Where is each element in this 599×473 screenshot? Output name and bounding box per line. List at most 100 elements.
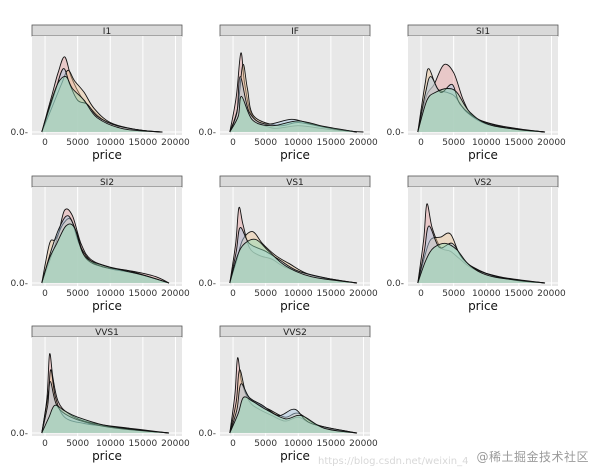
y-tick-label: 0.0- [198, 429, 216, 439]
density-line [229, 63, 358, 133]
y-tick-label: 0.0- [10, 128, 28, 138]
density-area [41, 223, 169, 283]
facet-strip-label: VS2 [474, 178, 492, 188]
density-area [229, 383, 357, 433]
density-area [229, 369, 357, 433]
facet-panel-vvs1: VVS1 0.0- 0 5000 10000 15000 20000 price [10, 325, 190, 463]
density-area [417, 68, 545, 132]
x-tick-label: 20000 [349, 439, 378, 449]
x-tick-label: 20000 [349, 138, 378, 148]
plot-background [408, 187, 558, 286]
x-tick-label: 20000 [161, 289, 190, 299]
facet-panel-i1: I1 0.0- 0 5000 10000 15000 20000 price [10, 24, 190, 162]
density-area [41, 218, 169, 283]
x-axis-label: price [92, 299, 122, 313]
x-axis-label: price [280, 449, 310, 463]
density-line [41, 353, 170, 434]
density-area [41, 215, 169, 283]
y-tick-label: 0.0- [386, 279, 404, 289]
y-tick-label: 0.0- [10, 429, 28, 439]
density-line [229, 396, 358, 434]
density-area [41, 76, 163, 132]
facet-panel-si2: SI2 0.0- 0 5000 10000 15000 20000 price [10, 175, 190, 313]
density-line [41, 218, 170, 284]
x-tick-label: 0 [230, 138, 236, 148]
x-tick-label: 0 [230, 289, 236, 299]
x-tick-label: 0 [42, 138, 48, 148]
y-tick-label: 0.0- [10, 279, 28, 289]
density-line [417, 76, 546, 133]
density-area [41, 353, 169, 433]
facet-panel-si1: SI1 0.0- 0 5000 10000 15000 20000 price [386, 24, 566, 162]
x-tick-label: 5000 [66, 289, 89, 299]
density-line [417, 203, 546, 284]
x-axis-label: price [92, 148, 122, 162]
facet-strip-label: SI1 [476, 27, 490, 37]
density-area [41, 381, 169, 433]
facet-strip-label: VS1 [286, 178, 304, 188]
density-area [417, 203, 545, 283]
y-tick-label: 0.0- [386, 128, 404, 138]
density-line [41, 75, 163, 133]
density-area [41, 68, 163, 132]
x-tick-label: 10000 [284, 138, 313, 148]
density-area [41, 70, 163, 132]
density-area [41, 369, 169, 433]
density-area [229, 207, 357, 283]
density-area [41, 405, 169, 433]
x-tick-label: 10000 [472, 289, 501, 299]
x-tick-label: 20000 [537, 289, 566, 299]
density-area [229, 396, 357, 433]
density-line [41, 68, 163, 133]
density-line [229, 227, 358, 284]
density-area [417, 76, 545, 132]
x-axis-label: price [468, 148, 498, 162]
x-axis-label: price [280, 299, 310, 313]
density-line [41, 208, 170, 284]
density-area [229, 357, 357, 433]
x-tick-label: 0 [42, 289, 48, 299]
density-line [417, 225, 546, 284]
facet-panel-vvs2: VVS2 0.0- 0 5000 10000 15000 20000 price [198, 325, 378, 463]
watermark: @稀土掘金技术社区 [476, 450, 589, 464]
facet-panel-vs2: VS2 0.0- 0 5000 10000 15000 20000 price [386, 175, 566, 313]
density-area [229, 227, 357, 283]
plot-background [32, 337, 182, 436]
facet-strip-label: VVS2 [283, 328, 307, 338]
x-tick-label: 5000 [254, 289, 277, 299]
x-tick-label: 15000 [317, 138, 346, 148]
density-line [229, 383, 358, 434]
watermark-url: https://blog.csdn.net/weixin_4 [318, 456, 469, 467]
x-tick-label: 5000 [442, 138, 465, 148]
density-area [417, 88, 545, 132]
density-line [41, 404, 170, 434]
plot-background [220, 337, 370, 436]
density-area [229, 52, 364, 132]
density-line [41, 223, 170, 284]
x-tick-label: 15000 [505, 138, 534, 148]
x-axis-label: price [468, 299, 498, 313]
density-line [417, 88, 546, 133]
x-tick-label: 15000 [505, 289, 534, 299]
x-tick-label: 15000 [129, 439, 158, 449]
x-tick-label: 15000 [129, 138, 158, 148]
x-tick-label: 20000 [161, 138, 190, 148]
x-tick-label: 15000 [129, 289, 158, 299]
x-tick-label: 20000 [349, 289, 378, 299]
x-axis-label: price [280, 148, 310, 162]
density-line [417, 63, 546, 133]
density-line [229, 76, 358, 133]
x-tick-label: 10000 [472, 138, 501, 148]
density-line [229, 95, 358, 133]
density-line [41, 381, 170, 434]
density-area [229, 96, 357, 132]
x-tick-label: 10000 [284, 439, 313, 449]
facet-strip-label: SI2 [100, 178, 114, 188]
x-tick-label: 15000 [317, 439, 346, 449]
x-tick-label: 10000 [284, 289, 313, 299]
density-area [417, 232, 545, 283]
y-tick-label: 0.0- [198, 279, 216, 289]
x-tick-label: 0 [418, 289, 424, 299]
density-line [229, 238, 358, 284]
